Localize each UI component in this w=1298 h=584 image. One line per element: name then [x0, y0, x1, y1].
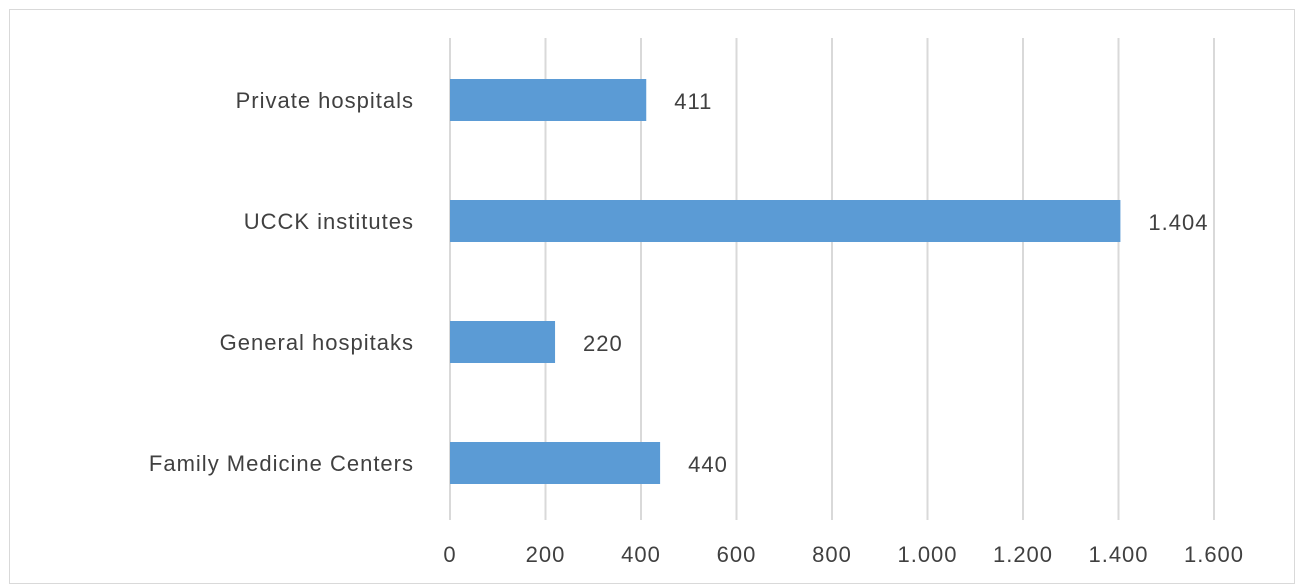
x-tick-label: 600: [717, 542, 757, 567]
x-tick-label: 1.000: [897, 542, 957, 567]
x-tick-label: 1.400: [1088, 542, 1148, 567]
data-label: 440: [688, 452, 728, 477]
category-label: UCCK institutes: [244, 209, 414, 234]
x-tick-label: 400: [621, 542, 661, 567]
bar: [450, 321, 556, 363]
bar: [450, 79, 647, 121]
bar: [450, 200, 1121, 242]
x-tick-label: 1.600: [1184, 542, 1244, 567]
chart-frame: [9, 9, 1295, 584]
x-tick-label: 1.200: [993, 542, 1053, 567]
category-label: Private hospitals: [236, 88, 414, 113]
category-label: General hospitaks: [220, 330, 414, 355]
data-label: 220: [583, 331, 623, 356]
category-label: Family Medicine Centers: [149, 451, 414, 476]
bar: [450, 442, 661, 484]
data-label: 1.404: [1148, 210, 1208, 235]
data-label: 411: [674, 89, 712, 114]
x-tick-label: 200: [526, 542, 566, 567]
x-tick-label: 0: [443, 542, 456, 567]
x-tick-label: 800: [812, 542, 852, 567]
